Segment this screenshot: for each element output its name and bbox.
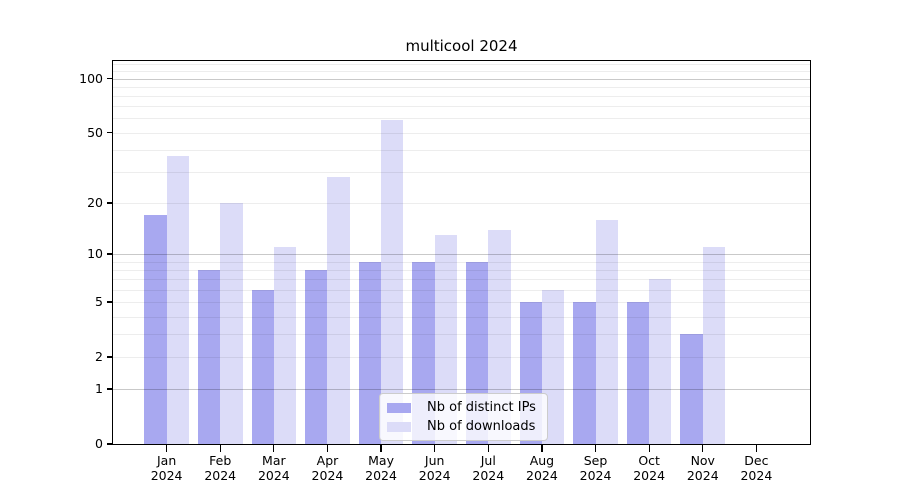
bar-downloads-oct (649, 279, 672, 444)
x-tick-label-aug: Aug 2024 (526, 453, 558, 483)
gridline-minor-3 (113, 334, 810, 336)
x-tick-dec (755, 445, 758, 452)
gridline-minor-120 (113, 64, 810, 66)
y-tick-2 (106, 356, 113, 358)
legend: Nb of distinct IPs Nb of downloads (379, 393, 548, 441)
bar-downloads-mar (273, 247, 297, 444)
bar-downloads-sep (595, 219, 618, 444)
bar-downloads-may (381, 119, 404, 444)
gridline-major-1 (113, 389, 810, 391)
x-tick-nov (702, 445, 704, 452)
bar-distinct-ips-mar (251, 289, 274, 444)
bar-downloads-jul (488, 229, 511, 444)
x-tick-oct (648, 445, 650, 452)
legend-item-downloads: Nb of downloads (387, 417, 536, 436)
bar-downloads-feb (220, 202, 243, 444)
gridline-minor-8 (113, 269, 810, 271)
x-tick-label-dec: Dec 2024 (740, 453, 773, 483)
bar-distinct-ips-apr (305, 270, 328, 444)
gridline-major-100 (113, 78, 810, 80)
y-tick-label-1: 1 (95, 381, 103, 397)
bar-distinct-ips-jan (144, 215, 167, 444)
x-axis: Jan 2024 Feb 2024 Mar 2024 Apr 2024 May 2024… (113, 445, 810, 500)
x-tick-feb (219, 445, 221, 452)
x-tick-label-feb: Feb 2024 (204, 453, 237, 483)
plot-area (112, 60, 811, 445)
gridline-minor-60 (113, 118, 810, 120)
x-tick-jun (434, 445, 436, 452)
gridline-minor-90 (113, 86, 810, 88)
x-tick-jan (165, 445, 168, 452)
y-tick-0 (106, 443, 113, 445)
y-tick-label-0: 0 (95, 436, 103, 451)
bar-distinct-ips-may (358, 261, 382, 444)
bar-distinct-ips-feb (197, 270, 221, 444)
y-tick-5 (106, 301, 113, 303)
y-tick-1 (106, 388, 113, 390)
x-tick-label-jun: Jun 2024 (418, 453, 451, 483)
gridline-minor-9 (113, 261, 810, 263)
legend-swatch-distinct-ips (387, 402, 411, 413)
gridline-minor-110 (113, 71, 810, 73)
x-tick-label-sep: Sep 2024 (579, 453, 612, 483)
legend-label-downloads: Nb of downloads (427, 419, 536, 434)
y-tick-label-100: 100 (79, 70, 103, 86)
bar-downloads-nov (702, 247, 726, 444)
y-tick-label-5: 5 (95, 294, 103, 310)
x-tick-label-nov: Nov 2024 (686, 453, 719, 483)
y-axis: 0 1 2 5 10 20 50 100 (0, 61, 113, 451)
y-tick-20 (106, 202, 113, 204)
x-tick-label-mar: Mar 2024 (257, 453, 290, 483)
y-tick-label-50: 50 (87, 124, 103, 140)
bar-downloads-apr (327, 177, 350, 444)
legend-label-distinct-ips: Nb of distinct IPs (427, 400, 536, 415)
gridline-minor-40 (113, 149, 810, 151)
bar-downloads-jan (166, 155, 189, 444)
gridline-minor-80 (113, 95, 810, 97)
legend-item-distinct-ips: Nb of distinct IPs (387, 398, 536, 417)
bar-distinct-ips-nov (680, 334, 703, 444)
gridline-minor-70 (113, 106, 810, 108)
y-tick-100 (106, 77, 113, 80)
bar-distinct-ips-oct (626, 302, 650, 444)
gridline-minor-6 (113, 289, 810, 291)
y-tick-label-10: 10 (87, 246, 103, 262)
gridline-minor-50 (113, 132, 810, 134)
x-tick-label-may: May 2024 (365, 453, 397, 483)
gridline-major-10 (113, 254, 810, 256)
y-tick-10 (106, 253, 113, 255)
bar-downloads-jun (434, 235, 457, 444)
x-tick-may (380, 445, 382, 452)
x-tick-label-oct: Oct 2024 (633, 453, 666, 483)
gridline-minor-4 (113, 316, 810, 318)
x-tick-jul (487, 445, 489, 452)
y-tick-label-2: 2 (95, 348, 103, 364)
bar-distinct-ips-sep (573, 302, 596, 444)
legend-swatch-downloads (387, 421, 411, 432)
gridline-minor-5 (113, 302, 810, 304)
y-tick-50 (106, 131, 113, 134)
gridline-minor-20 (113, 202, 810, 204)
y-tick-label-20: 20 (87, 194, 103, 210)
x-tick-label-jan: Jan 2024 (150, 453, 183, 483)
x-tick-sep (594, 445, 597, 452)
gridline-minor-30 (113, 172, 810, 174)
x-tick-label-apr: Apr 2024 (311, 453, 344, 483)
x-tick-label-jul: Jul 2024 (472, 453, 505, 483)
x-tick-apr (326, 445, 329, 452)
gridline-minor-7 (113, 279, 810, 281)
x-tick-mar (273, 445, 275, 452)
gridline-minor-2 (113, 356, 810, 358)
chart-title: multicool 2024 (405, 37, 518, 55)
x-tick-aug (541, 445, 543, 452)
